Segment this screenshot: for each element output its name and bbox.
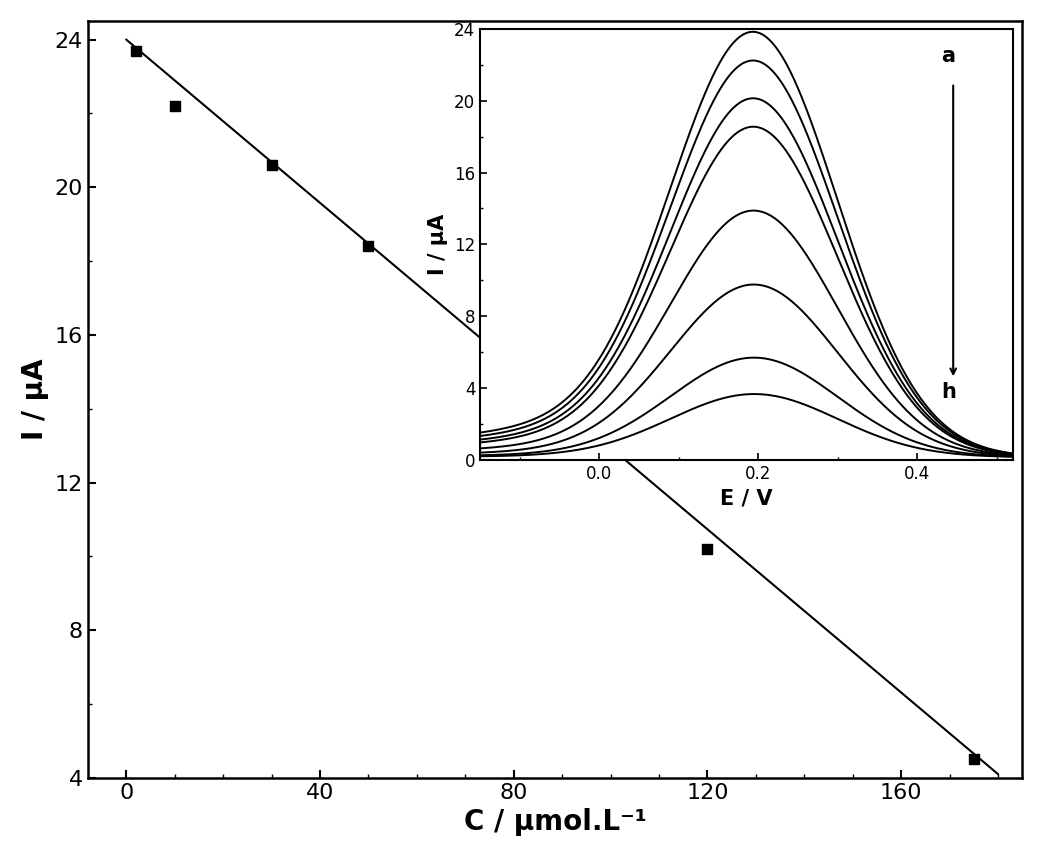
- Point: [127, 44, 144, 57]
- Y-axis label: I / μA: I / μA: [21, 359, 49, 440]
- Point: [699, 542, 715, 556]
- Point: [506, 372, 523, 386]
- Point: [360, 239, 377, 253]
- X-axis label: C / μmol.L⁻¹: C / μmol.L⁻¹: [463, 808, 647, 836]
- Point: [966, 752, 983, 766]
- Point: [263, 159, 280, 172]
- Point: [167, 99, 184, 113]
